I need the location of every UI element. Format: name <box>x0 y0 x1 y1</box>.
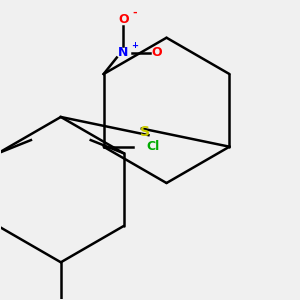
Text: O: O <box>151 46 162 59</box>
Text: N: N <box>118 46 129 59</box>
Text: Cl: Cl <box>146 140 160 153</box>
Text: O: O <box>118 13 129 26</box>
Text: -: - <box>133 8 137 18</box>
Text: +: + <box>131 41 139 50</box>
Text: S: S <box>140 125 150 139</box>
